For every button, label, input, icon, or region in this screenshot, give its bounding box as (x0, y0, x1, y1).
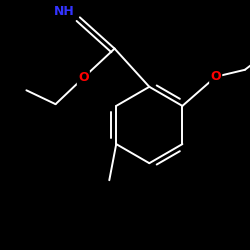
Text: NH: NH (54, 5, 75, 18)
Text: O: O (210, 70, 221, 83)
Text: O: O (78, 71, 89, 84)
